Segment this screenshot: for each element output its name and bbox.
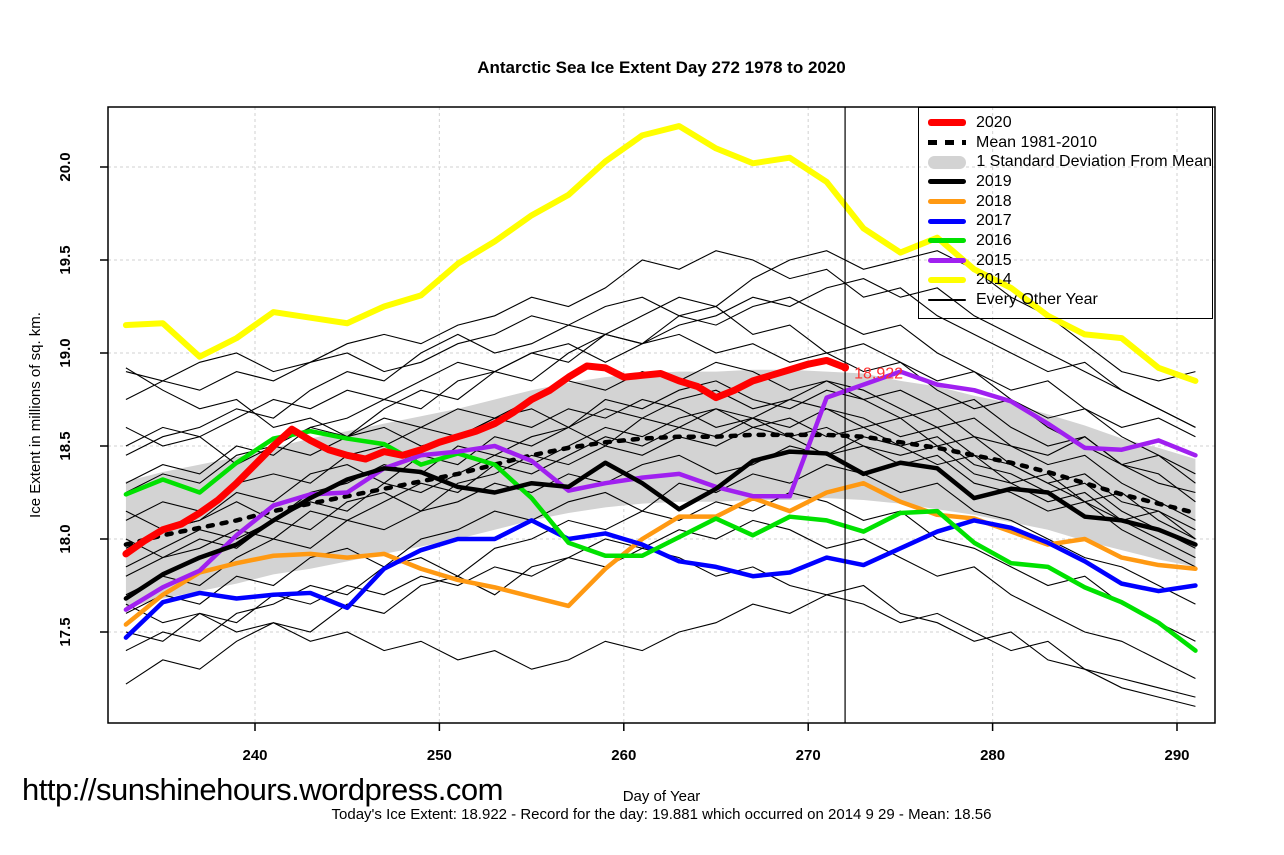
series-line-2014 [122,123,1199,384]
every-other-year-line [125,519,1196,685]
legend-label: 2017 [976,212,1012,230]
legend-row: 2019 [919,172,1212,192]
legend-swatch-band [928,155,967,169]
x-axis-tick-label: 290 [1164,747,1189,764]
every-other-year-line [125,367,1196,540]
series-line-2016 [123,428,1198,653]
every-other-year-line [125,250,1196,428]
series-line-2020 [122,356,849,558]
legend-row: 1 Standard Deviation From Mean [919,152,1212,172]
y-axis-tick-label: 18.0 [57,524,74,553]
legend-label: 1 Standard Deviation From Mean [976,153,1212,171]
legend-swatch-line [928,277,966,284]
x-axis-title: Day of Year [622,788,701,805]
legend-row: 2014 [919,271,1212,291]
x-axis-tick-label: 280 [980,747,1005,764]
legend-label: Every Other Year [976,291,1098,309]
legend-row: 2018 [919,192,1212,212]
legend-label: 2015 [976,251,1012,269]
x-axis-tick-label: 260 [611,747,636,764]
every-other-year-line [125,594,1196,698]
legend-row: 2017 [919,211,1212,231]
legend-row: 2020 [919,113,1212,133]
axes: 240 250 260 270 280 290 17.5 18.0 18.5 19.0 19.5 20… [57,152,1190,764]
legend-swatch-thin [928,299,966,301]
legend-label: 2018 [976,192,1012,210]
legend-row: 2015 [919,251,1212,271]
legend-swatch-line [928,218,966,224]
y-axis-tick-label: 18.5 [57,431,74,460]
legend-label: 2014 [976,271,1012,289]
legend-row: Mean 1981-2010 [919,133,1212,153]
every-other-year-line [125,436,1196,596]
legend-swatch-line [928,119,966,127]
legend-label: 2019 [976,172,1012,190]
source-url: http://sunshinehours.wordpress.com [22,772,503,807]
legend-row: 2016 [919,231,1212,251]
legend-swatch-line [928,238,966,244]
legend-row: Every Other Year [919,290,1212,310]
x-axis-tick-label: 250 [427,747,452,764]
annotation-value: 18.922 [854,366,903,383]
legend-label: 2016 [976,231,1012,249]
x-axis-tick-label: 270 [796,747,821,764]
legend-swatch-line [928,179,966,185]
chart-legend: 2020 Mean 1981-2010 1 Standard Deviation F… [918,107,1213,319]
y-axis-tick-label: 20.0 [57,152,74,181]
series-line-2015 [123,369,1198,612]
footer-status-line: Today's Ice Extent: 18.922 - Record for … [331,806,992,823]
series-line-2018 [123,480,1198,627]
plot-frame [107,106,1216,724]
y-axis-tick-label: 19.0 [57,338,74,367]
y-axis-title: Ice Extent in millions of sq. km. [27,312,44,518]
every-other-year-line [125,380,1196,521]
every-other-year-line [125,426,1196,577]
legend-label: Mean 1981-2010 [976,133,1097,151]
legend-label: 2020 [976,113,1012,131]
every-other-year-line [125,491,1196,652]
every-other-year-line [125,380,1196,531]
current-value-dot [841,363,850,372]
legend-swatch-line [928,258,966,264]
series-line-2019 [123,449,1198,601]
y-axis-tick-label: 19.5 [57,245,74,274]
std-dev-band [125,369,1196,608]
legend-swatch-dash [928,140,966,146]
legend-swatch-line [928,199,966,205]
chart-title: Antarctic Sea Ice Extent Day 272 1978 to… [477,58,846,77]
series-line-mean-1981-2010 [123,432,1198,547]
series-line-2017 [123,518,1198,640]
y-axis-tick-label: 17.5 [57,617,74,646]
x-axis-tick-label: 240 [242,747,267,764]
